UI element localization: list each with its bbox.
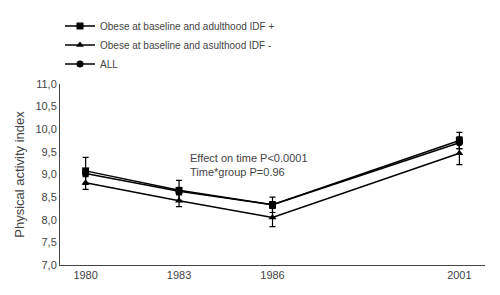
svg-text:7,0: 7,0 (42, 259, 57, 271)
svg-text:2001: 2001 (447, 269, 471, 281)
svg-text:Physical activity index: Physical activity index (12, 111, 27, 238)
svg-text:Obese at baseline and asulthoo: Obese at baseline and asulthood IDF - (100, 40, 271, 51)
svg-text:8,0: 8,0 (42, 214, 57, 226)
svg-text:Effect on time P<0.0001Time*gr: Effect on time P<0.0001Time*group P=0.96 (190, 152, 308, 178)
svg-text:10,5: 10,5 (35, 100, 56, 112)
svg-text:1980: 1980 (73, 269, 97, 281)
svg-text:8,5: 8,5 (42, 191, 57, 203)
svg-text:1986: 1986 (260, 269, 284, 281)
svg-text:9,5: 9,5 (42, 146, 57, 158)
svg-text:ALL: ALL (100, 59, 118, 70)
svg-text:9,0: 9,0 (42, 168, 57, 180)
svg-text:11,0: 11,0 (36, 78, 57, 90)
svg-text:1983: 1983 (167, 269, 191, 281)
svg-text:10,0: 10,0 (35, 123, 56, 135)
svg-text:7,5: 7,5 (42, 236, 57, 248)
svg-text:Obese at baseline and adulthoo: Obese at baseline and adulthood IDF + (100, 21, 274, 32)
